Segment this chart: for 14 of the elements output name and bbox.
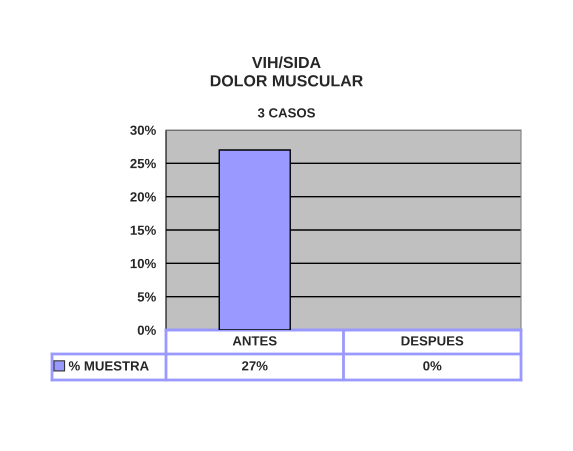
y-tick-label: 15% xyxy=(130,226,156,235)
legend-label: % MUESTRA xyxy=(68,361,149,371)
y-tick-label: 5% xyxy=(138,292,156,302)
data-label: 0% xyxy=(423,361,442,371)
y-tick-label: 0% xyxy=(138,326,156,335)
data-label: 27% xyxy=(242,361,268,371)
x-tick-label: ANTES xyxy=(232,336,277,346)
y-tick-label: 30% xyxy=(130,126,156,135)
y-tick-label: 20% xyxy=(130,192,156,202)
chart-title: VIH/SIDA DOLOR MUSCULAR xyxy=(210,56,363,86)
x-tick-label: DESPUES xyxy=(402,336,464,346)
y-tick-label: 25% xyxy=(130,158,156,168)
y-tick-label: 10% xyxy=(130,258,156,268)
chart-subtitle: 3 CASOS xyxy=(258,108,315,118)
